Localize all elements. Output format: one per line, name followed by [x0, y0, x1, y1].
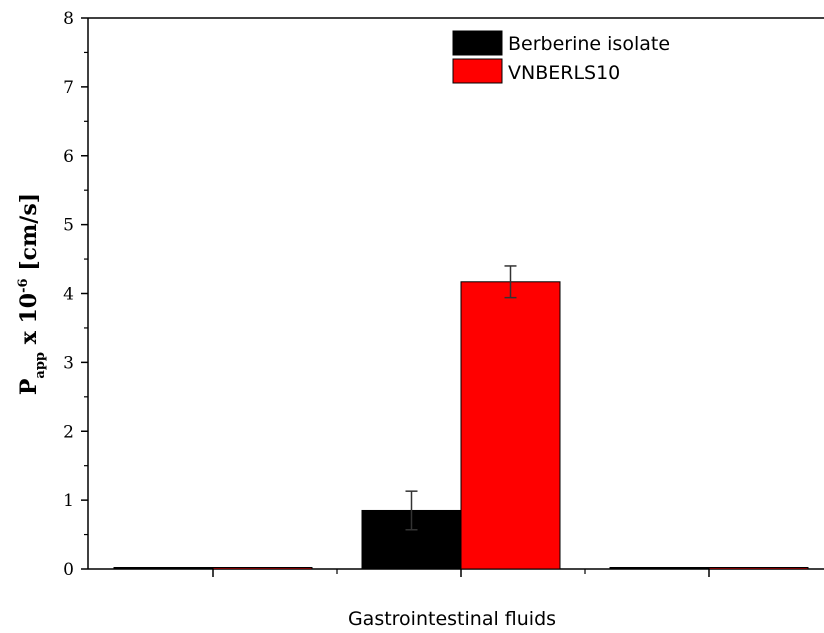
y-label-main: P	[16, 379, 42, 396]
y-tick-label-3: 3	[63, 353, 74, 373]
legend-label-vnberls10: VNBERLS10	[508, 62, 620, 84]
y-tick-label-6: 6	[63, 147, 74, 167]
y-label-rest: x 10	[16, 293, 42, 352]
legend: Berberine isolate VNBERLS10	[452, 30, 670, 84]
legend-swatch-berberine	[452, 30, 503, 56]
bar-0-2	[609, 567, 710, 570]
x-ticks	[212, 569, 710, 577]
legend-swatch-vnberls10	[452, 58, 503, 84]
y-tick-label-4: 4	[63, 285, 74, 305]
y-tick-label-0: 0	[63, 560, 74, 580]
bar-1-2	[708, 567, 809, 570]
y-tick-label-7: 7	[63, 78, 74, 98]
y-tick-label-8: 8	[63, 9, 74, 29]
y-ticks: 0 1 2 3 4 5 6 7 8	[63, 9, 88, 580]
error-bars	[405, 265, 517, 531]
plot-frame	[87, 17, 824, 570]
bar-1-1	[460, 281, 561, 570]
y-label-unit: [cm/s]	[16, 193, 42, 279]
bar-1-0	[212, 567, 313, 570]
y-label-sub: app	[33, 352, 48, 379]
legend-label-berberine: Berberine isolate	[508, 33, 670, 55]
bars	[113, 281, 809, 570]
y-tick-label-2: 2	[63, 422, 74, 442]
x-axis-label: Gastrointestinal fluids	[348, 608, 556, 630]
y-label-sup: -6	[16, 278, 31, 292]
y-tick-label-5: 5	[63, 216, 74, 236]
bar-0-0	[113, 567, 214, 570]
y-axis-label: Papp x 10-6 [cm/s]	[16, 193, 48, 395]
y-tick-label-1: 1	[63, 491, 74, 511]
